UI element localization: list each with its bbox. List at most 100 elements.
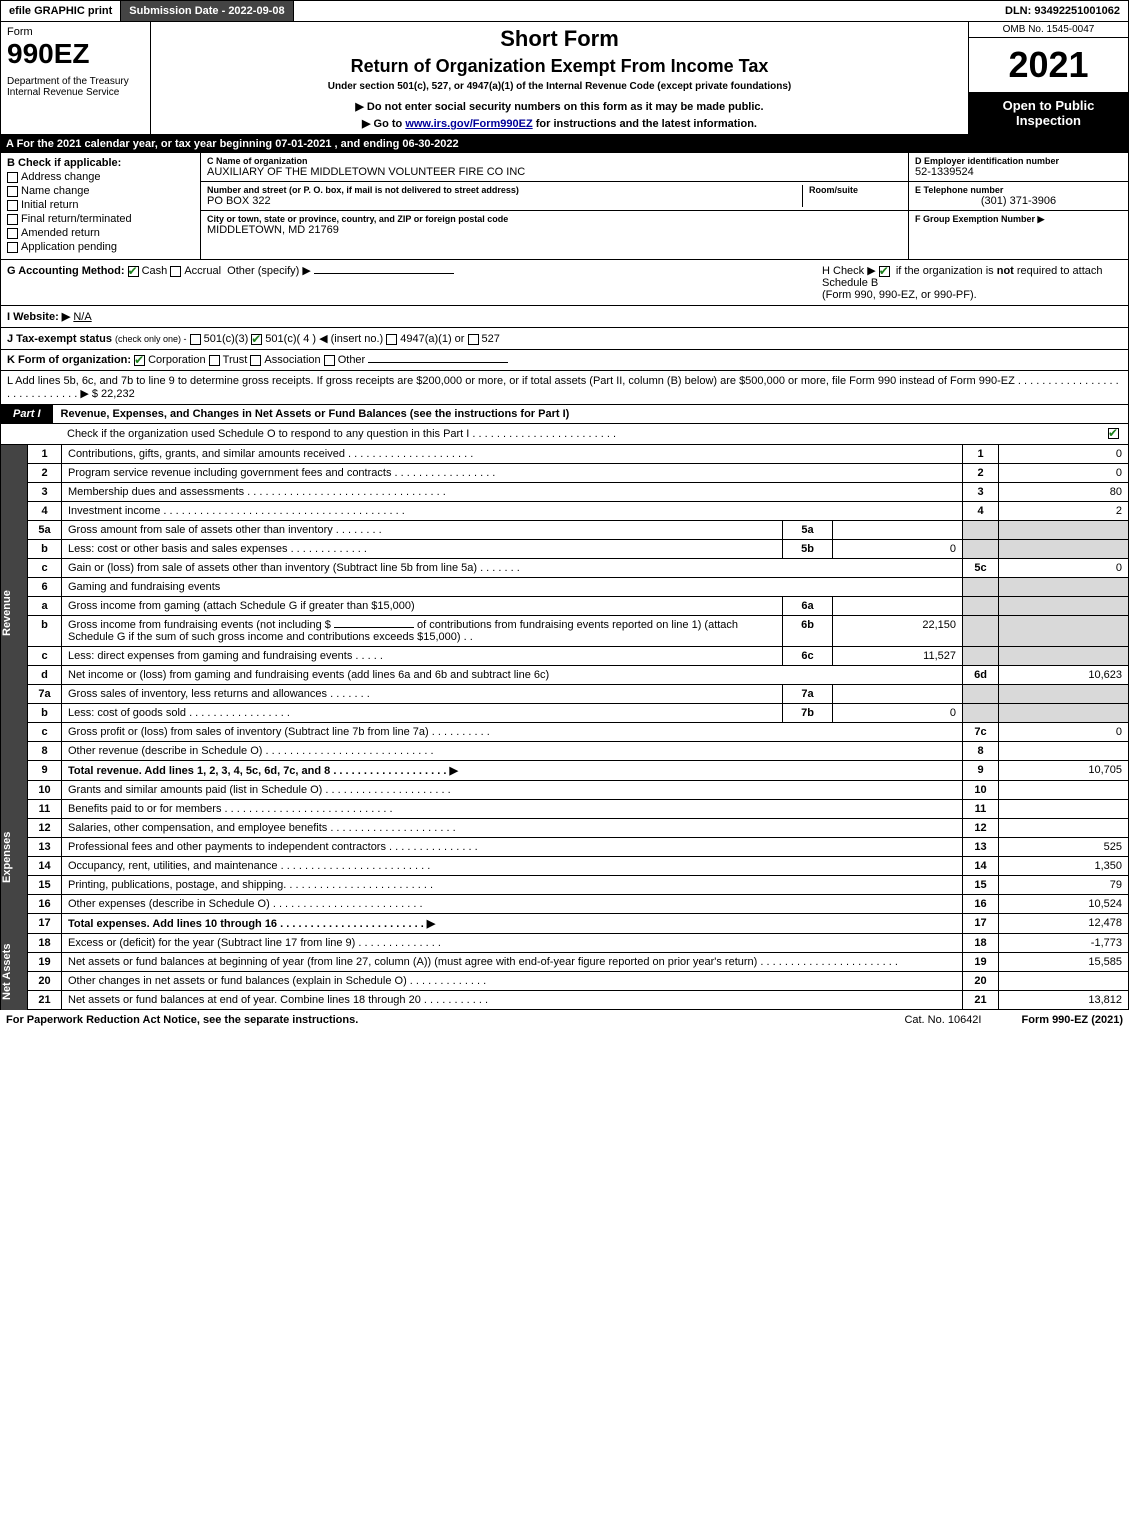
line-13-box: 13 (963, 838, 999, 857)
line-6c-gray2 (999, 647, 1129, 666)
line-4-amt: 2 (999, 502, 1129, 521)
line-11-desc: Benefits paid to or for members . . . . … (62, 800, 963, 819)
tax-year: 2021 (969, 38, 1128, 92)
checkbox-4947[interactable] (386, 334, 397, 345)
section-d-e-f: D Employer identification number 52-1339… (908, 153, 1128, 259)
checkbox-cash[interactable] (128, 266, 139, 277)
checkbox-501c3[interactable] (190, 334, 201, 345)
checkbox-trust[interactable] (209, 355, 220, 366)
line-13-amt: 525 (999, 838, 1129, 857)
line-1-box: 1 (963, 445, 999, 464)
line-18-amt: -1,773 (999, 934, 1129, 953)
checkbox-501c[interactable] (251, 334, 262, 345)
checkbox-application-pending[interactable] (7, 242, 18, 253)
line-17-num: 17 (28, 914, 62, 934)
expenses-section: Expenses 10Grants and similar amounts pa… (0, 781, 1129, 934)
opt-trust: Trust (223, 354, 248, 366)
checkbox-address-change[interactable] (7, 172, 18, 183)
opt-initial-return: Initial return (21, 199, 78, 211)
line-21-amt: 13,812 (999, 991, 1129, 1010)
line-17-amt: 12,478 (999, 914, 1129, 934)
line-12-desc: Salaries, other compensation, and employ… (62, 819, 963, 838)
checkbox-final-return[interactable] (7, 214, 18, 225)
line-3-desc: Membership dues and assessments . . . . … (62, 483, 963, 502)
opt-4947: 4947(a)(1) or (400, 333, 464, 345)
revenue-section: Revenue 1Contributions, gifts, grants, a… (0, 445, 1129, 781)
opt-other-org: Other (338, 354, 366, 366)
line-5a-subval (833, 521, 963, 540)
form-of-org-label: K Form of organization: (7, 354, 131, 366)
open-to-public-badge: Open to Public Inspection (969, 92, 1128, 134)
line-11-box: 11 (963, 800, 999, 819)
line-4-box: 4 (963, 502, 999, 521)
checkbox-amended-return[interactable] (7, 228, 18, 239)
section-b-label: B Check if applicable: (7, 157, 194, 169)
line-6c-subval: 11,527 (833, 647, 963, 666)
checkbox-association[interactable] (250, 355, 261, 366)
line-4-desc: Investment income . . . . . . . . . . . … (62, 502, 963, 521)
line-19-desc: Net assets or fund balances at beginning… (62, 953, 963, 972)
checkbox-accrual[interactable] (170, 266, 181, 277)
line-11-amt (999, 800, 1129, 819)
short-form-title: Short Form (159, 26, 960, 52)
checkbox-schedule-o-part-i[interactable] (1108, 428, 1119, 439)
checkbox-527[interactable] (468, 334, 479, 345)
section-b: B Check if applicable: Address change Na… (1, 153, 201, 259)
opt-address-change: Address change (21, 171, 101, 183)
form-label: Form (7, 26, 144, 38)
line-5b-num: b (28, 540, 62, 559)
line-8-amt (999, 742, 1129, 761)
section-l: L Add lines 5b, 6c, and 7b to line 9 to … (0, 371, 1129, 405)
header-right: OMB No. 1545-0047 2021 Open to Public In… (968, 22, 1128, 134)
line-18-box: 18 (963, 934, 999, 953)
line-13-num: 13 (28, 838, 62, 857)
opt-amended-return: Amended return (21, 227, 100, 239)
line-6a-num: a (28, 597, 62, 616)
line-15-amt: 79 (999, 876, 1129, 895)
line-7c-num: c (28, 723, 62, 742)
checkbox-schedule-b-not-required[interactable] (879, 266, 890, 277)
part-i-tab: Part I (1, 405, 53, 423)
revenue-side-label: Revenue (1, 445, 27, 781)
line-9-num: 9 (28, 761, 62, 781)
line-15-desc: Printing, publications, postage, and shi… (62, 876, 963, 895)
opt-name-change: Name change (21, 185, 90, 197)
line-10-amt (999, 781, 1129, 800)
line-3-num: 3 (28, 483, 62, 502)
section-i: I Website: ▶ N/A (0, 306, 1129, 328)
checkbox-other-org[interactable] (324, 355, 335, 366)
checkbox-initial-return[interactable] (7, 200, 18, 211)
efile-print-label[interactable]: efile GRAPHIC print (1, 1, 121, 21)
section-h-not: not (997, 265, 1014, 277)
line-19-box: 19 (963, 953, 999, 972)
line-5b-subval: 0 (833, 540, 963, 559)
line-8-num: 8 (28, 742, 62, 761)
line-5a-gray (963, 521, 999, 540)
line-7c-box: 7c (963, 723, 999, 742)
revenue-table: 1Contributions, gifts, grants, and simil… (27, 445, 1129, 781)
part-i-check-row: Check if the organization used Schedule … (0, 424, 1129, 445)
footer-cat-no: Cat. No. 10642I (864, 1014, 1021, 1026)
checkbox-corporation[interactable] (134, 355, 145, 366)
line-6b-subval: 22,150 (833, 616, 963, 647)
instructions-post: for instructions and the latest informat… (533, 118, 757, 130)
instructions-link-row: ▶ Go to www.irs.gov/Form990EZ for instru… (159, 117, 960, 130)
line-7a-subval (833, 685, 963, 704)
opt-527: 527 (482, 333, 500, 345)
form-header: Form 990EZ Department of the Treasury In… (0, 22, 1129, 135)
line-6b-desc: Gross income from fundraising events (no… (62, 616, 783, 647)
checkbox-name-change[interactable] (7, 186, 18, 197)
opt-corporation: Corporation (148, 354, 205, 366)
line-10-num: 10 (28, 781, 62, 800)
part-i-title: Revenue, Expenses, and Changes in Net As… (53, 405, 1128, 423)
line-7b-desc: Less: cost of goods sold . . . . . . . .… (62, 704, 783, 723)
form-subtitle: Under section 501(c), 527, or 4947(a)(1)… (159, 81, 960, 92)
line-16-num: 16 (28, 895, 62, 914)
line-1-desc: Contributions, gifts, grants, and simila… (62, 445, 963, 464)
opt-cash: Cash (142, 265, 168, 277)
line-7a-gray (963, 685, 999, 704)
website-label: I Website: ▶ (7, 311, 70, 323)
instructions-link[interactable]: www.irs.gov/Form990EZ (405, 118, 532, 130)
line-6c-num: c (28, 647, 62, 666)
form-number: 990EZ (7, 38, 144, 70)
